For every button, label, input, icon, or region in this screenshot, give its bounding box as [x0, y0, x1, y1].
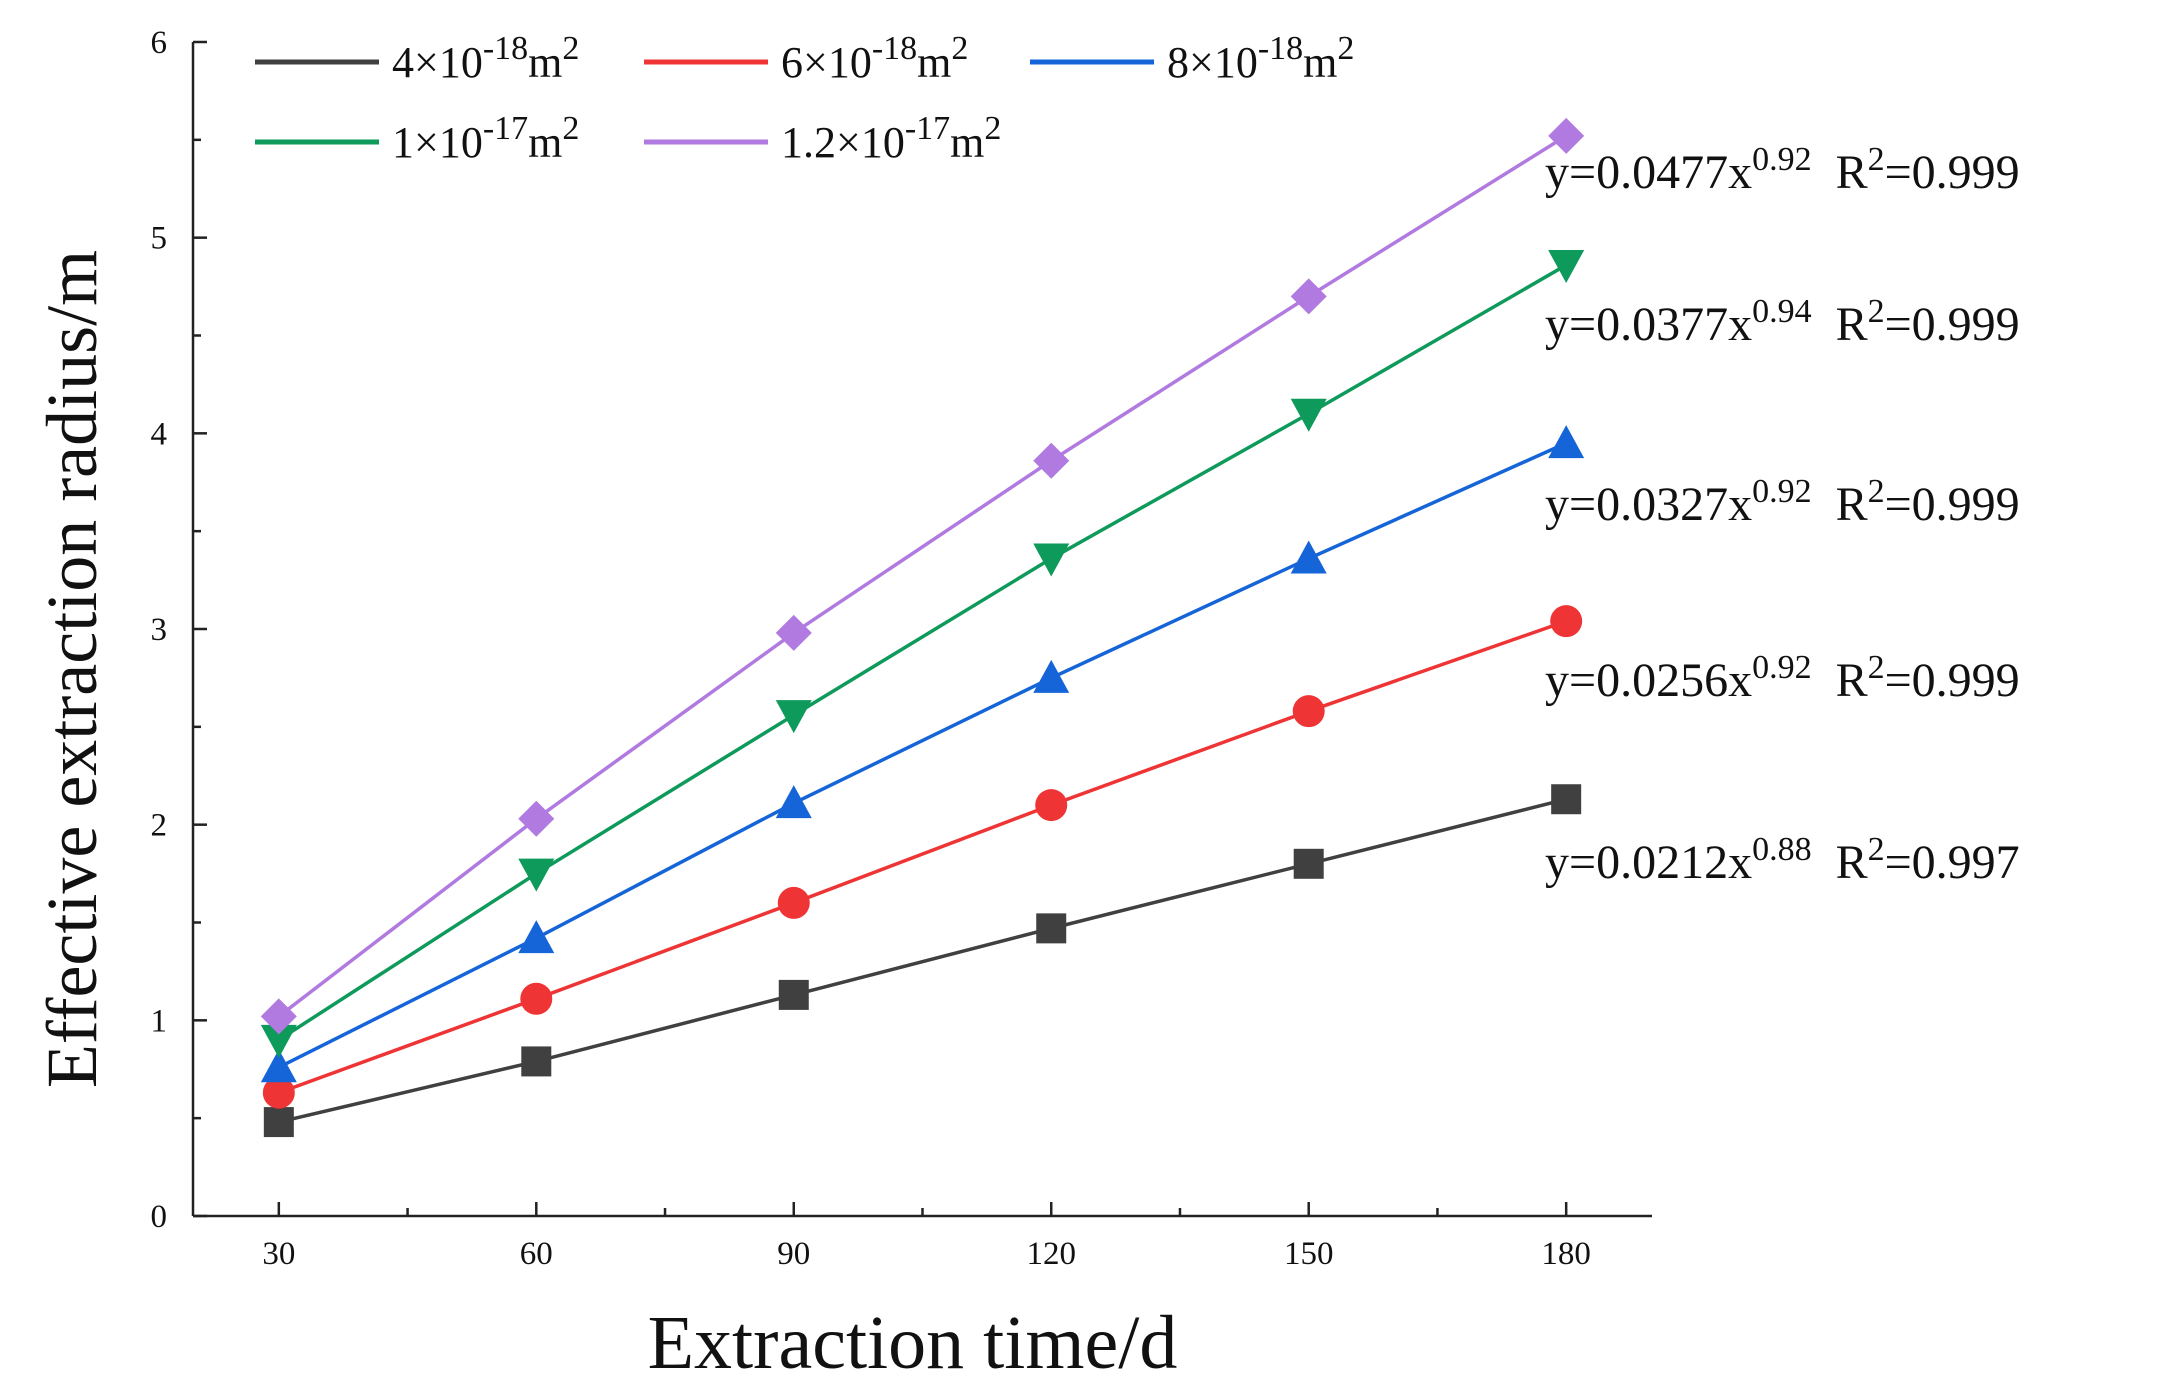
legend-label-1: 6×10-18m2: [781, 30, 968, 87]
y-tick-label: 6: [151, 25, 168, 61]
fit-equation-0: y=0.0212x0.88 R2=0.997: [1545, 831, 2020, 889]
y-tick-label: 5: [151, 221, 168, 257]
data-point-s4-3: [1033, 442, 1070, 479]
fit-equation-3: y=0.0377x0.94 R2=0.999: [1545, 293, 2020, 351]
data-point-s0-3: [1036, 913, 1067, 944]
series-line-4: [277, 134, 1568, 1018]
fit-equations: y=0.0212x0.88 R2=0.997 y=0.0256x0.92 R2=0…: [1545, 141, 2020, 889]
y-tick-label: 3: [151, 612, 168, 648]
data-point-s4-0: [260, 998, 297, 1035]
fit-equation-2: y=0.0327x0.92 R2=0.999: [1545, 473, 2020, 531]
y-tick-label: 4: [151, 416, 168, 452]
x-tick-label: 60: [520, 1236, 553, 1272]
x-tick-label: 180: [1541, 1236, 1591, 1272]
y-tick-label: 1: [151, 1003, 168, 1039]
data-point-s1-2: [777, 886, 810, 919]
data-point-s1-3: [1035, 789, 1068, 822]
data-point-s1-0: [262, 1076, 295, 1109]
data-point-s4-2: [775, 614, 812, 651]
series-line-1: [278, 619, 1567, 1095]
fit-equation-4: y=0.0477x0.92 R2=0.999: [1545, 141, 2020, 199]
data-point-s4-4: [1290, 278, 1327, 315]
y-tick-label: 0: [151, 1199, 168, 1235]
legend-label-0: 4×10-18m2: [392, 30, 579, 87]
axes: [191, 40, 1652, 1218]
data-point-s1-4: [1292, 695, 1325, 728]
data-point-s3-0: [260, 1024, 297, 1058]
data-point-s0-0: [263, 1107, 294, 1138]
data-point-s3-4: [1290, 398, 1327, 432]
series-line-3: [277, 263, 1568, 1042]
data-point-s2-3: [1033, 659, 1070, 693]
x-tick-label: 30: [262, 1236, 295, 1272]
legend-label-4: 1.2×10-17m2: [781, 110, 1001, 167]
legend-label-2: 8×10-18m2: [1167, 30, 1354, 87]
data-point-s3-5: [1548, 250, 1585, 284]
data-point-s3-1: [518, 858, 555, 892]
x-axis-title: Extraction time/d: [648, 1301, 1178, 1385]
tick-labels: 30 60 90 120 150 180 0 1 2 3 4 5 6: [151, 25, 1591, 1272]
x-tick-label: 150: [1284, 1236, 1334, 1272]
data-point-s0-2: [778, 979, 809, 1010]
data-point-s2-2: [775, 785, 812, 819]
data-point-s2-4: [1290, 540, 1327, 574]
data-point-s0-1: [521, 1046, 552, 1077]
data-point-s1-5: [1550, 605, 1583, 638]
data-point-s1-1: [520, 982, 553, 1015]
data-point-s2-5: [1548, 425, 1585, 459]
data-point-s0-4: [1293, 848, 1324, 879]
y-axis-title: Effective extraction radius/m: [32, 250, 112, 1088]
fit-equation-1: y=0.0256x0.92 R2=0.999: [1545, 649, 2020, 707]
x-tick-label: 120: [1026, 1236, 1076, 1272]
data-point-s2-0: [260, 1049, 297, 1083]
legend: 4×10-18m2 6×10-18m2 8×10-18m2 1×10-17m2 1.2×…: [255, 30, 1354, 167]
data-point-s3-3: [1033, 543, 1070, 577]
series-lines: [277, 134, 1568, 1124]
data-point-s4-1: [518, 800, 555, 837]
data-point-s2-1: [518, 920, 555, 954]
series-line-2: [278, 441, 1567, 1069]
series-markers: [260, 117, 1585, 1138]
y-tick-label: 2: [151, 808, 168, 844]
x-tick-label: 90: [777, 1236, 810, 1272]
data-point-s3-2: [775, 700, 812, 734]
series-line-0: [278, 797, 1567, 1124]
data-point-s4-5: [1548, 117, 1585, 154]
legend-label-3: 1×10-17m2: [392, 110, 579, 167]
data-point-s0-5: [1551, 784, 1582, 815]
